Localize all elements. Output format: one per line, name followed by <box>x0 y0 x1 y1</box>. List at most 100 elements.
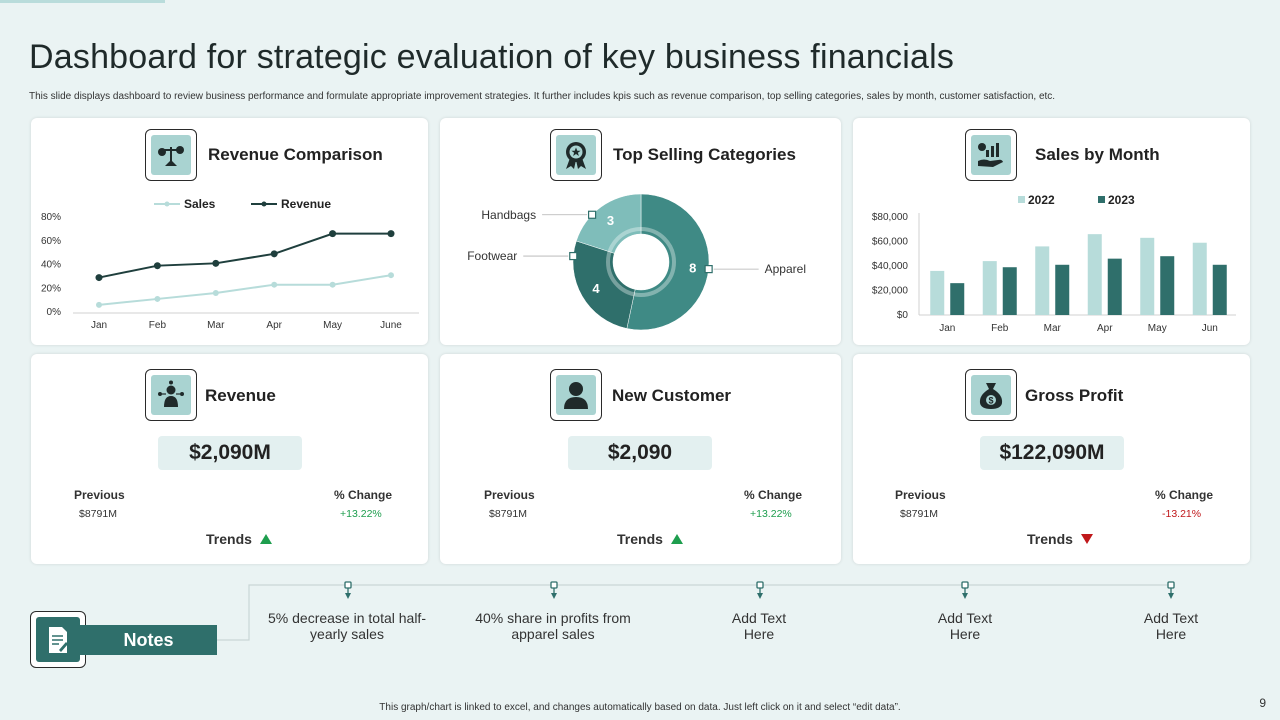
bar-2023 <box>1002 267 1017 315</box>
callout-label: Handbags <box>481 208 536 222</box>
note-item: 5% decrease in total half- yearly sales <box>268 610 426 642</box>
callout-marker <box>587 210 597 219</box>
top-selling-categories-card: Top Selling Categories 8 4 3 Apparel Footwea… <box>440 118 841 345</box>
callout-label: Apparel <box>765 262 806 276</box>
new-customer-kpi-value: $2,090 <box>568 436 712 470</box>
new-customer-previous-value: $8791M <box>489 508 527 520</box>
top-selling-categories-title: Top Selling Categories <box>613 145 796 164</box>
donut-slice-footwear <box>572 240 636 329</box>
award-ribbon-icon <box>550 129 602 181</box>
x-tick-label: May <box>323 320 342 331</box>
gross-profit-change-label: % Change <box>1155 488 1214 502</box>
y-tick-label: $40,000 <box>872 261 909 272</box>
x-tick-label: Feb <box>991 323 1009 334</box>
balance-scale-money-icon <box>145 129 197 181</box>
data-point-revenue <box>329 230 337 238</box>
y-tick-label: $0 <box>897 310 909 321</box>
data-point-sales <box>96 301 102 308</box>
data-point-revenue <box>387 230 395 238</box>
bar-2023 <box>1160 256 1175 315</box>
donut-slice-apparel <box>626 193 710 331</box>
data-point-sales <box>388 272 394 279</box>
revenue-kpi-title: Revenue <box>205 386 276 405</box>
legend-swatch-2023 <box>1098 196 1105 203</box>
bar-2023 <box>1212 264 1227 315</box>
donut-value-label: 3 <box>607 213 614 228</box>
gross-profit-previous-label: Previous <box>895 488 946 502</box>
callout-label: Footwear <box>467 249 517 263</box>
new-customer-trends-label: Trends <box>617 531 663 547</box>
y-tick-label: 80% <box>41 212 61 223</box>
bar-2023 <box>950 283 965 315</box>
note-item: Add Text Here <box>731 610 787 642</box>
footer-note: This graph/chart is linked to excel, and… <box>379 702 901 713</box>
bar-2022 <box>1140 237 1155 315</box>
x-tick-label: Jan <box>91 320 107 331</box>
y-tick-label: $80,000 <box>872 212 909 223</box>
svg-text:$: $ <box>988 396 993 406</box>
note-item: Add Text Here <box>1143 610 1199 642</box>
bar-2023 <box>1107 258 1122 315</box>
donut-value-label: 8 <box>689 260 696 275</box>
donut-value-label: 4 <box>592 281 600 296</box>
note-item: 40% share in profits from apparel sales <box>475 610 631 642</box>
gross-profit-kpi-value: $122,090M <box>980 436 1124 470</box>
businessman-network-icon <box>145 369 197 421</box>
data-point-revenue <box>270 250 278 258</box>
y-tick-label: 0% <box>47 307 62 318</box>
data-point-sales <box>212 290 219 296</box>
trend-up-icon <box>670 534 683 544</box>
x-tick-label: May <box>1148 323 1167 334</box>
page-subtitle: This slide displays dashboard to review … <box>29 91 1056 102</box>
new-customer-kpi-card: New Customer $2,090 Previous $8791M % Ch… <box>440 354 841 564</box>
trend-up-icon <box>259 534 272 544</box>
y-tick-label: $60,000 <box>872 237 909 248</box>
x-tick-label: Feb <box>149 320 167 331</box>
revenue-previous-label: Previous <box>74 488 125 502</box>
donut-slice-handbags <box>576 193 642 254</box>
timeline-marker-icon <box>344 581 352 601</box>
y-tick-label: $20,000 <box>872 286 909 297</box>
bar-2022 <box>1192 242 1207 315</box>
gross-profit-kpi-title: Gross Profit <box>1025 386 1124 405</box>
revenue-comparison-card: Revenue Comparison 0% 20% 40% 60% 80% Jan Feb M… <box>31 118 428 345</box>
revenue-comparison-line-chart: 0% 20% 40% 60% 80% Jan Feb Mar Apr May June Sales Re… <box>41 197 419 331</box>
timeline-marker-icon <box>1167 581 1175 601</box>
bar-2022 <box>982 261 997 315</box>
money-bag-icon: $ <box>965 369 1017 421</box>
sales-by-month-bar-chart: $0 $20,000 $40,000 $60,000 $80,000 Jan Feb Mar A… <box>872 193 1236 334</box>
sales-by-month-title: Sales by Month <box>1035 145 1160 164</box>
data-point-revenue <box>95 274 103 282</box>
callout-marker <box>569 251 578 261</box>
x-tick-label: Apr <box>1097 323 1113 334</box>
top-selling-donut-chart: 8 4 3 Apparel Footwear Handbags <box>467 193 806 331</box>
bar-2022 <box>1035 246 1050 315</box>
top-accent-line <box>0 0 165 3</box>
data-point-sales <box>271 281 278 288</box>
data-point-revenue <box>153 262 161 270</box>
legend-label: 2022 <box>1028 193 1055 207</box>
data-point-sales <box>329 281 336 288</box>
legend-label: Revenue <box>281 197 331 211</box>
x-tick-label: Jun <box>1202 323 1218 334</box>
donut-inner-ring <box>606 227 676 297</box>
timeline-marker-icon <box>961 581 969 601</box>
gross-profit-trends: Trends <box>1027 531 1093 547</box>
y-tick-label: 60% <box>41 236 61 247</box>
x-tick-label: Jan <box>939 323 955 334</box>
timeline-marker-icon <box>550 581 558 601</box>
new-customer-change-label: % Change <box>744 488 803 502</box>
x-tick-label: Mar <box>1044 323 1062 334</box>
new-customer-kpi-title: New Customer <box>612 386 732 405</box>
gross-profit-previous-value: $8791M <box>900 508 938 520</box>
revenue-trends-label: Trends <box>206 531 252 547</box>
timeline-marker-icon <box>756 581 764 601</box>
x-tick-label: Mar <box>207 320 225 331</box>
series-line-revenue <box>98 232 391 279</box>
bar-2023 <box>1055 264 1070 315</box>
revenue-change-label: % Change <box>334 488 393 502</box>
revenue-trends: Trends <box>206 531 272 547</box>
legend-marker-revenue <box>261 201 267 207</box>
y-tick-label: 40% <box>41 260 61 271</box>
data-point-revenue <box>212 259 220 267</box>
